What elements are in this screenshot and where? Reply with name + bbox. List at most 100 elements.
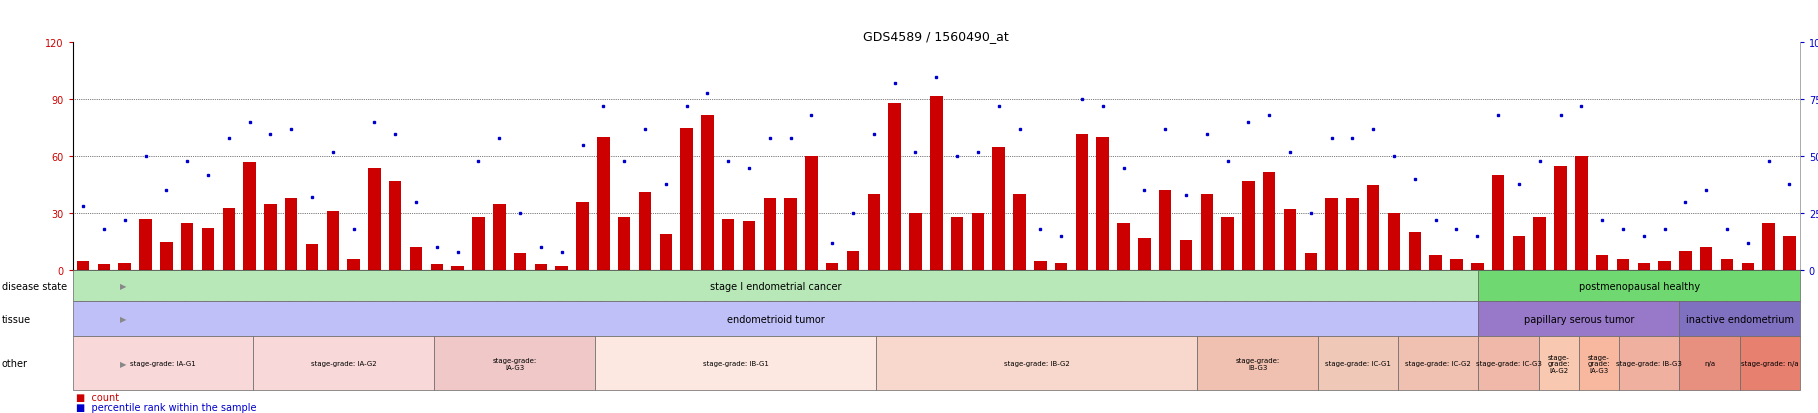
Text: ■  percentile rank within the sample: ■ percentile rank within the sample bbox=[76, 402, 256, 412]
Bar bbox=[98, 265, 111, 271]
Bar bbox=[73, 301, 1478, 337]
Bar bbox=[1138, 238, 1151, 271]
Bar bbox=[594, 337, 876, 390]
Text: stage-grade: IA-G2: stage-grade: IA-G2 bbox=[311, 361, 376, 366]
Bar bbox=[1742, 263, 1754, 271]
Text: stage-grade: IC-G2: stage-grade: IC-G2 bbox=[1405, 361, 1471, 366]
Bar bbox=[576, 202, 589, 271]
Bar bbox=[1305, 254, 1316, 271]
Bar bbox=[764, 199, 776, 271]
Bar bbox=[451, 267, 464, 271]
Bar bbox=[556, 267, 567, 271]
Bar bbox=[596, 138, 609, 271]
Bar bbox=[1054, 263, 1067, 271]
Bar bbox=[1118, 223, 1129, 271]
Bar bbox=[1578, 337, 1620, 390]
Text: stage-grade: IB-G3: stage-grade: IB-G3 bbox=[1616, 361, 1682, 366]
Bar bbox=[327, 212, 340, 271]
Bar bbox=[1762, 223, 1774, 271]
Bar bbox=[244, 163, 256, 271]
Bar bbox=[847, 252, 860, 271]
Title: GDS4589 / 1560490_at: GDS4589 / 1560490_at bbox=[864, 31, 1009, 43]
Bar bbox=[389, 182, 402, 271]
Text: ■  count: ■ count bbox=[76, 392, 120, 402]
Bar bbox=[253, 337, 435, 390]
Bar bbox=[1318, 337, 1398, 390]
Bar bbox=[1345, 199, 1358, 271]
Bar bbox=[1680, 301, 1800, 337]
Text: stage-grade:
IB-G3: stage-grade: IB-G3 bbox=[1236, 357, 1280, 370]
Text: endometrioid tumor: endometrioid tumor bbox=[727, 314, 825, 324]
Bar bbox=[1493, 176, 1503, 271]
Bar bbox=[1180, 240, 1193, 271]
Bar bbox=[473, 218, 485, 271]
Text: papillary serous tumor: papillary serous tumor bbox=[1523, 314, 1634, 324]
Bar bbox=[1783, 236, 1796, 271]
Bar bbox=[1574, 157, 1587, 271]
Bar bbox=[1740, 337, 1800, 390]
Bar bbox=[1409, 233, 1422, 271]
Bar bbox=[1200, 195, 1213, 271]
Bar bbox=[660, 235, 673, 271]
Bar bbox=[1076, 134, 1089, 271]
Bar bbox=[876, 337, 1198, 390]
Bar bbox=[73, 337, 253, 390]
Bar bbox=[1367, 185, 1380, 271]
Bar bbox=[1034, 261, 1047, 271]
Bar bbox=[1451, 259, 1463, 271]
Bar bbox=[702, 115, 714, 271]
Bar bbox=[1533, 218, 1545, 271]
Bar bbox=[1513, 236, 1525, 271]
Bar bbox=[971, 214, 984, 271]
Text: disease state: disease state bbox=[2, 281, 67, 291]
Bar bbox=[1638, 263, 1651, 271]
Bar bbox=[182, 223, 193, 271]
Text: stage-
grade:
IA-G2: stage- grade: IA-G2 bbox=[1547, 354, 1571, 373]
Bar bbox=[1658, 261, 1671, 271]
Bar bbox=[369, 169, 380, 271]
Bar bbox=[347, 259, 360, 271]
Bar bbox=[493, 204, 505, 271]
Bar bbox=[285, 199, 298, 271]
Bar bbox=[1680, 337, 1740, 390]
Bar bbox=[514, 254, 527, 271]
Text: stage-grade:
IA-G3: stage-grade: IA-G3 bbox=[493, 357, 536, 370]
Text: postmenopausal healthy: postmenopausal healthy bbox=[1578, 281, 1700, 291]
Text: other: other bbox=[2, 358, 27, 368]
Bar bbox=[784, 199, 796, 271]
Bar bbox=[140, 219, 151, 271]
Bar bbox=[931, 96, 942, 271]
Bar bbox=[1471, 263, 1483, 271]
Bar bbox=[867, 195, 880, 271]
Text: ▶: ▶ bbox=[120, 282, 127, 290]
Bar bbox=[951, 218, 964, 271]
Bar bbox=[638, 193, 651, 271]
Bar bbox=[1222, 218, 1234, 271]
Bar bbox=[1398, 337, 1478, 390]
Bar bbox=[264, 204, 276, 271]
Bar bbox=[993, 147, 1005, 271]
Bar bbox=[744, 221, 754, 271]
Bar bbox=[1158, 191, 1171, 271]
Bar bbox=[1096, 138, 1109, 271]
Bar bbox=[1013, 195, 1025, 271]
Bar bbox=[1616, 259, 1629, 271]
Text: stage I endometrial cancer: stage I endometrial cancer bbox=[709, 281, 842, 291]
Bar bbox=[1620, 337, 1680, 390]
Bar bbox=[1429, 255, 1442, 271]
Bar bbox=[1478, 301, 1680, 337]
Bar bbox=[722, 219, 734, 271]
Bar bbox=[1680, 252, 1691, 271]
Bar bbox=[1596, 255, 1609, 271]
Bar bbox=[909, 214, 922, 271]
Text: stage-grade: IB-G2: stage-grade: IB-G2 bbox=[1004, 361, 1069, 366]
Bar bbox=[1198, 337, 1318, 390]
Text: tissue: tissue bbox=[2, 314, 31, 324]
Bar bbox=[73, 271, 1478, 301]
Bar bbox=[118, 263, 131, 271]
Text: ▶: ▶ bbox=[120, 315, 127, 323]
Bar bbox=[431, 265, 444, 271]
Bar bbox=[1700, 248, 1713, 271]
Bar bbox=[305, 244, 318, 271]
Bar bbox=[160, 242, 173, 271]
